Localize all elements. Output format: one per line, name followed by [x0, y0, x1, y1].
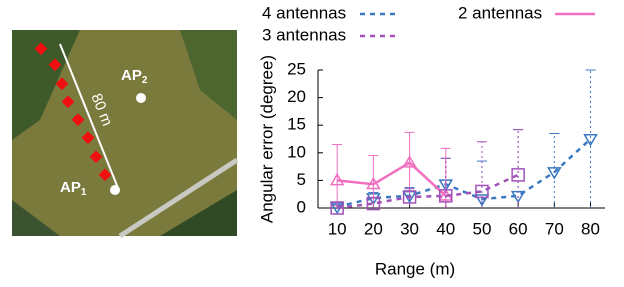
x-tick-label: 10: [328, 219, 347, 238]
legend-label: 3 antennas: [262, 25, 346, 44]
series-line: [337, 163, 446, 196]
x-tick-label: 60: [509, 219, 528, 238]
ap-text: AP: [60, 179, 81, 196]
figure: AP2 AP1 80 m Range (m) Angular error (de…: [0, 0, 624, 282]
aerial-photo: AP2 AP1 80 m: [12, 30, 237, 236]
ap-sub: 1: [81, 187, 87, 198]
x-axis-label: Range (m): [375, 259, 455, 278]
x-tick-label: 40: [436, 219, 455, 238]
y-axis-label: Angular error (degree): [257, 55, 276, 223]
x-tick-label: 50: [472, 219, 491, 238]
y-tick-label: 10: [287, 142, 306, 161]
x-tick-label: 20: [364, 219, 383, 238]
x-tick-label: 80: [581, 219, 600, 238]
ap-text: AP: [121, 67, 142, 84]
y-tick-label: 25: [287, 59, 306, 78]
y-tick-label: 15: [287, 115, 306, 134]
marker: [512, 169, 524, 181]
legend-label: 2 antennas: [458, 3, 542, 22]
legend-label: 4 antennas: [262, 3, 346, 22]
x-tick-label: 30: [400, 219, 419, 238]
y-tick-label: 0: [297, 197, 306, 216]
series-line: [337, 139, 590, 207]
ap-sub: 2: [142, 75, 148, 86]
y-tick-label: 20: [287, 87, 306, 106]
x-tick-label: 70: [545, 219, 564, 238]
y-tick-label: 5: [297, 170, 306, 189]
